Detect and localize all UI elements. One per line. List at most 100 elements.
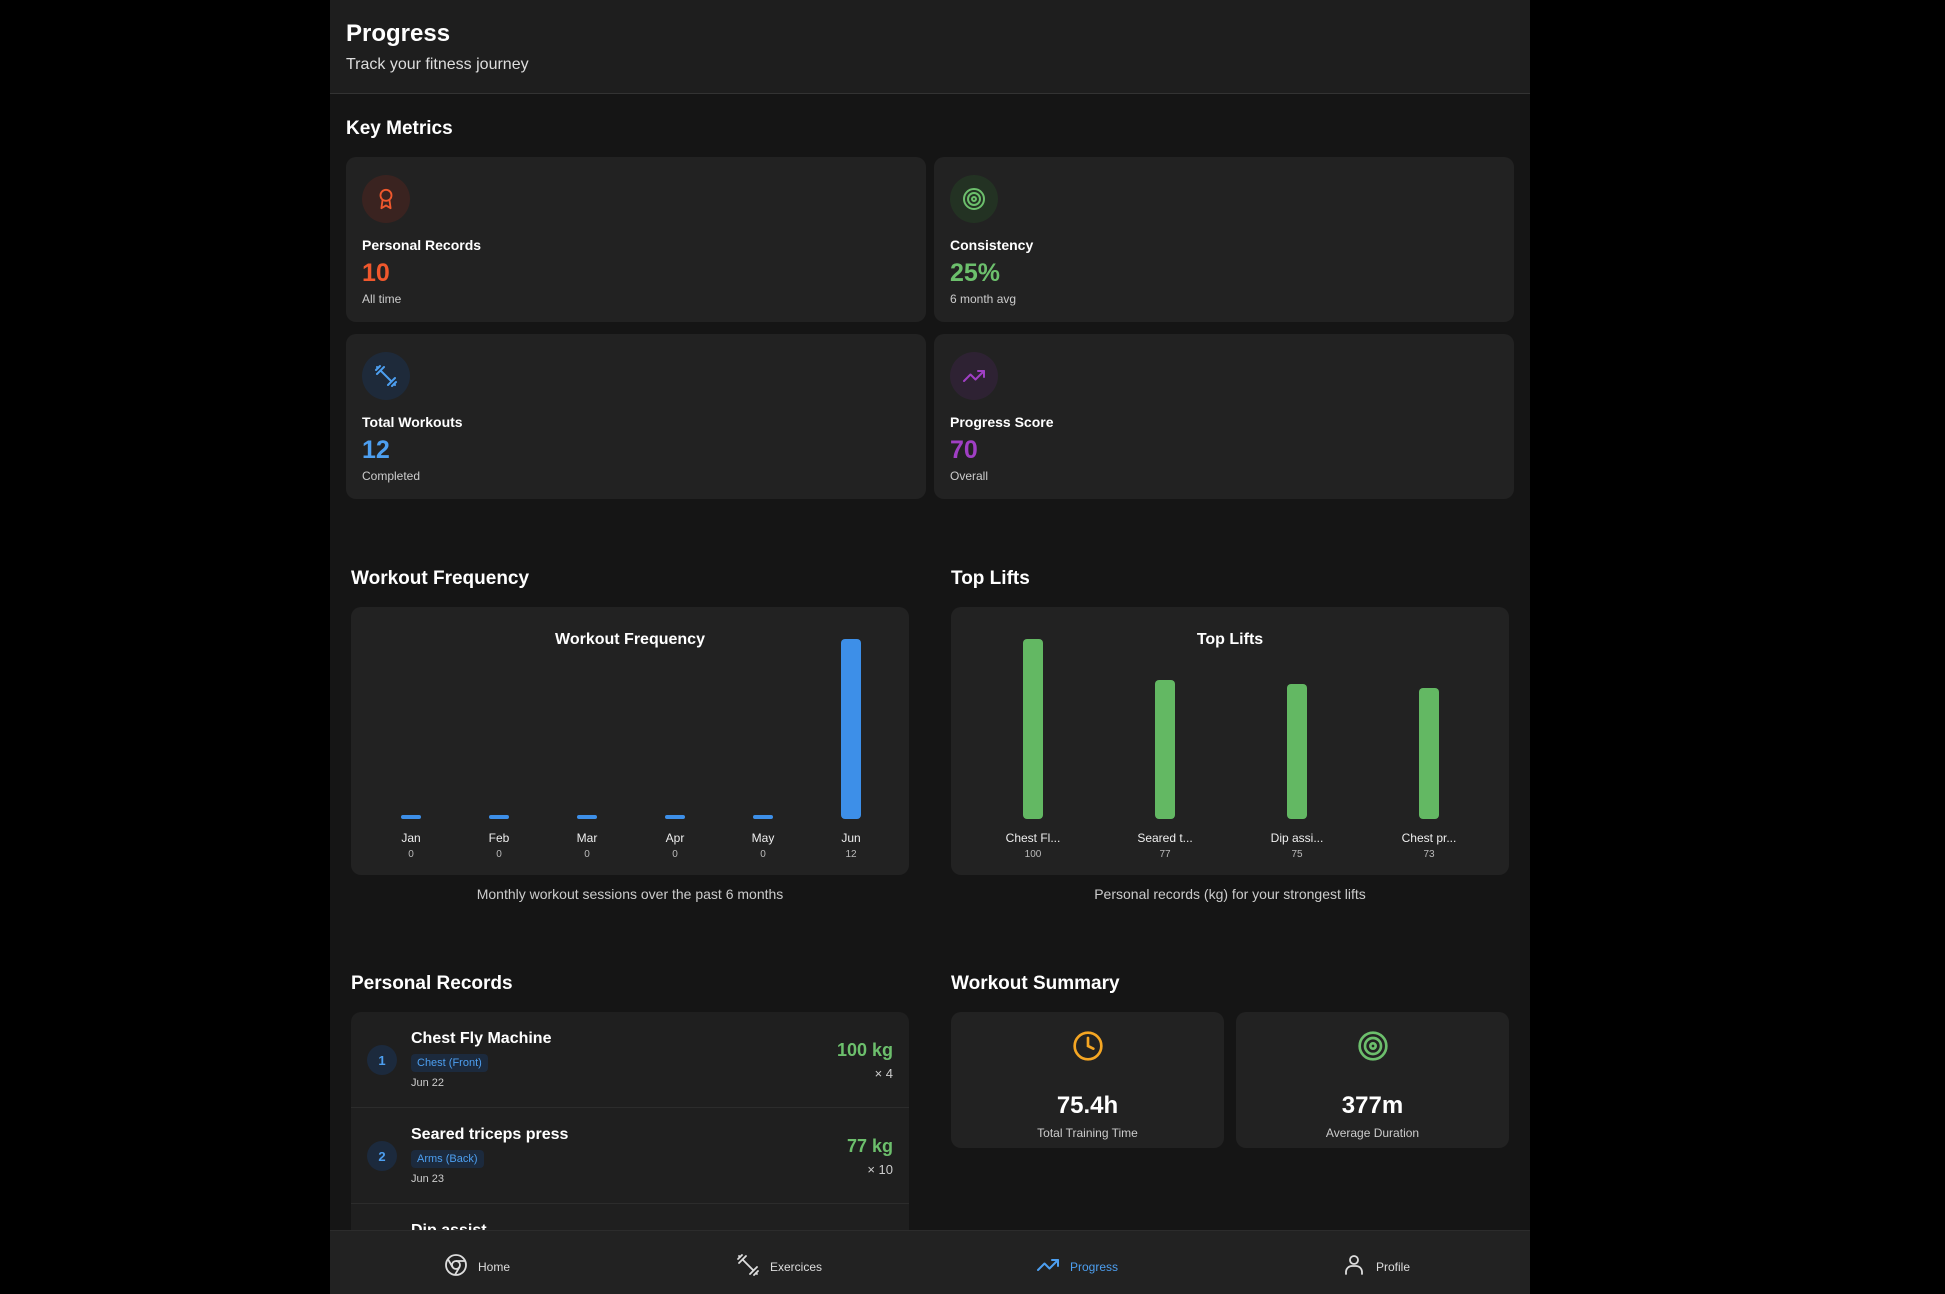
list-item[interactable]: 2 Seared triceps press Arms (Back) Jun 2… (351, 1108, 909, 1204)
metric-sub: 6 month avg (950, 292, 1017, 306)
nav-item-exercices[interactable]: Exercices (736, 1253, 822, 1280)
bar-value-label: 0 (584, 849, 590, 860)
metric-sub: All time (362, 292, 402, 306)
chart-bar (665, 815, 685, 819)
exercise-name: Chest Fly Machine (411, 1030, 552, 1047)
bottom-nav: Home Exercices Progress Profile (330, 1230, 1530, 1294)
bar-value-label: 0 (496, 849, 502, 860)
bar-category-label: Chest pr... (1401, 831, 1457, 845)
page-header: Progress Track your fitness journey (330, 0, 1530, 94)
summary-label: Total Training Time (1037, 1126, 1138, 1140)
chart-bar (753, 815, 773, 819)
bar-category-label: May (751, 831, 775, 845)
target-icon (950, 175, 998, 223)
chart-title: Top Lifts (1196, 631, 1264, 648)
nav-label: Progress (1070, 1259, 1119, 1274)
chart-bar (1287, 684, 1307, 819)
nav-label: Exercices (770, 1259, 823, 1274)
chart-bar (1023, 639, 1043, 819)
app-window: Progress Track your fitness journey Key … (330, 0, 1530, 1294)
nav-label: Home (478, 1259, 511, 1274)
record-reps: × 10 (867, 1162, 893, 1177)
summary-value: 377m (1341, 1092, 1404, 1119)
metric-card-consistency[interactable]: Consistency 25% 6 month avg (934, 157, 1514, 322)
dumbbell-icon (736, 1253, 760, 1280)
chart-bar (577, 815, 597, 819)
nav-item-home[interactable]: Home (444, 1253, 510, 1280)
nav-label: Profile (1376, 1259, 1411, 1274)
chart-bar (1419, 687, 1439, 819)
chart-bar (401, 815, 421, 819)
metric-sub: Completed (362, 469, 421, 483)
summary-label: Average Duration (1325, 1126, 1420, 1140)
target-icon (1236, 1030, 1509, 1062)
record-date: Jun 23 (411, 1173, 445, 1185)
bar-value-label: 0 (760, 849, 766, 860)
list-item[interactable]: 1 Chest Fly Machine Chest (Front) Jun 22… (351, 1012, 909, 1108)
workout-frequency-title: Workout Frequency (351, 568, 530, 589)
personal-records-title: Personal Records (351, 973, 513, 994)
top-lifts-caption: Personal records (kg) for your strongest… (1094, 886, 1366, 902)
page-subtitle: Track your fitness journey (346, 56, 529, 73)
metric-value: 70 (950, 436, 978, 464)
summary-value: 75.4h (1056, 1092, 1119, 1119)
award-icon (362, 175, 410, 223)
bar-value-label: 12 (845, 849, 857, 860)
metric-card-progress-score[interactable]: Progress Score 70 Overall (934, 334, 1514, 499)
chart-bar (1155, 680, 1175, 819)
workout-frequency-caption: Monthly workout sessions over the past 6… (476, 886, 784, 902)
metric-value: 10 (362, 259, 390, 287)
metric-label: Personal Records (362, 237, 482, 253)
bar-value-label: 100 (1024, 849, 1042, 860)
dumbbell-icon (362, 352, 410, 400)
muscle-tag: Chest (Front) (411, 1054, 488, 1072)
exercise-name: Seared triceps press (411, 1126, 569, 1143)
clock-icon (951, 1030, 1224, 1062)
nav-item-progress[interactable]: Progress (1036, 1253, 1118, 1280)
bar-value-label: 0 (408, 849, 414, 860)
metric-label: Consistency (950, 237, 1034, 253)
trending-up-icon (950, 352, 998, 400)
record-reps: × 4 (874, 1066, 893, 1081)
metric-label: Progress Score (950, 414, 1054, 430)
metric-sub: Overall (950, 469, 989, 483)
bar-category-label: Dip assi... (1270, 831, 1324, 845)
bar-category-label: Chest Fl... (1005, 831, 1061, 845)
chart-title: Workout Frequency (555, 631, 705, 648)
workout-frequency-chart: Workout Frequency Jan 0 Feb 0 Mar 0 Apr 0 May 0 Ju… (351, 607, 909, 875)
metric-label: Total Workouts (362, 414, 463, 430)
nav-item-profile[interactable]: Profile (1342, 1253, 1410, 1280)
home-icon (444, 1253, 468, 1280)
summary-card-average-duration: 377m Average Duration (1236, 1012, 1509, 1148)
metric-value: 12 (362, 436, 390, 464)
top-lifts-chart: Top Lifts Chest Fl... 100 Seared t... 77 Dip… (951, 607, 1509, 875)
bar-value-label: 75 (1291, 849, 1303, 860)
bar-category-label: Feb (488, 831, 510, 845)
rank-badge: 1 (367, 1045, 397, 1075)
trending-up-icon (1036, 1253, 1060, 1280)
muscle-tag: Arms (Back) (411, 1150, 484, 1168)
workout-summary-title: Workout Summary (951, 973, 1120, 994)
page-title: Progress (346, 20, 451, 47)
record-date: Jun 22 (411, 1077, 445, 1089)
record-weight: 100 kg (836, 1040, 893, 1060)
record-weight: 77 kg (846, 1136, 893, 1156)
metric-card-personal-records[interactable]: Personal Records 10 All time (346, 157, 926, 322)
bar-value-label: 73 (1423, 849, 1435, 860)
summary-card-training-time: 75.4h Total Training Time (951, 1012, 1224, 1148)
metric-value: 25% (950, 259, 1001, 287)
bar-category-label: Seared t... (1137, 831, 1193, 845)
bar-value-label: 77 (1159, 849, 1171, 860)
key-metrics-title: Key Metrics (346, 118, 453, 139)
bar-category-label: Jun (841, 831, 861, 845)
chart-bar (489, 815, 509, 819)
chart-bar (841, 639, 861, 819)
bar-category-label: Jan (401, 831, 421, 845)
bar-value-label: 0 (672, 849, 678, 860)
user-icon (1342, 1253, 1366, 1280)
top-lifts-title: Top Lifts (951, 568, 1030, 589)
rank-badge: 2 (367, 1141, 397, 1171)
metric-card-total-workouts[interactable]: Total Workouts 12 Completed (346, 334, 926, 499)
bar-category-label: Apr (665, 831, 685, 845)
bar-category-label: Mar (576, 831, 598, 845)
